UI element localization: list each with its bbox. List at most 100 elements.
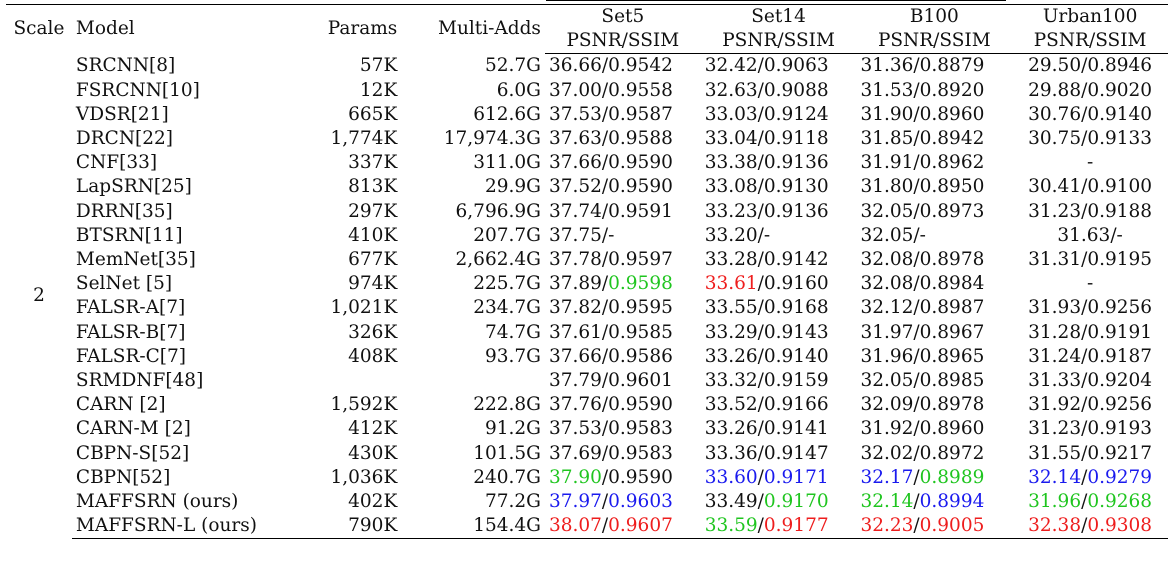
ssim-value: 0.9590 (608, 176, 673, 198)
metric-separator: / (1081, 249, 1088, 271)
ssim-value: 0.9595 (608, 297, 673, 319)
metric-cell-set5: 37.53/0.9587 (545, 103, 701, 127)
metric-separator: / (757, 418, 764, 440)
psnr-value: 31.92 (1028, 394, 1082, 416)
ssim-value: 0.9256 (1087, 297, 1153, 319)
ssim-value: 0.9597 (608, 249, 673, 271)
metric-cell-set14: 33.32/0.9159 (701, 369, 857, 393)
metric-separator: / (913, 297, 920, 319)
header-metric-row: PSNR/SSIM PSNR/SSIM PSNR/SSIM PSNR/SSIM (6, 29, 1168, 55)
metric-separator: / (601, 394, 609, 416)
ssim-value: 0.8978 (919, 394, 985, 416)
header-dataset-set14: Set14 (700, 4, 857, 30)
ssim-value: 0.8987 (919, 297, 985, 319)
results-table: Scale Model Params Multi-Adds Set5 Set14… (6, 3, 1168, 540)
results-body: 2 SRCNN[8] 57K 52.7G 36.66/0.9542 32.42/0.906… (6, 54, 1168, 540)
ssim-value: 0.8973 (919, 200, 985, 222)
multi-adds-value: 6.0G (496, 79, 541, 101)
metric-cell-b100: 32.23/0.9005 (856, 514, 1013, 540)
model-name: SRCNN[8] (75, 55, 176, 77)
metric-separator: / (913, 345, 920, 367)
header-metric: PSNR/SSIM (856, 29, 1013, 55)
ssim-value: 0.9188 (1087, 200, 1153, 222)
metric-cell-b100: 32.17/0.8989 (856, 466, 1012, 490)
psnr-value: 31.85 (860, 128, 914, 150)
metric-cell-set14: 33.26/0.9141 (701, 417, 857, 441)
ssim-value: 0.9558 (608, 79, 673, 101)
metric-cell-set5: 37.53/0.9583 (545, 417, 701, 441)
metric-separator: / (1081, 466, 1088, 488)
ssim-value: 0.9166 (763, 394, 829, 416)
ssim-value: 0.8946 (1087, 55, 1153, 77)
multi-adds-value: 234.7G (473, 297, 541, 319)
table-row: 2 SRCNN[8] 57K 52.7G 36.66/0.9542 32.42/0.906… (6, 54, 1168, 306)
psnr-value: 33.60 (704, 466, 758, 488)
metric-cell-urban100: 29.88/0.9020 (1012, 79, 1168, 103)
ssim-value: 0.9100 (1087, 176, 1153, 198)
table-row: DRRN[35] 297K 6,796.9G 37.74/0.9591 33.23/0.… (6, 200, 1168, 224)
metric-cell-set14: 33.60/0.9171 (701, 466, 857, 490)
ssim-value: 0.8984 (919, 273, 985, 295)
ssim-value: 0.8965 (919, 345, 985, 367)
psnr-value: 31.96 (860, 345, 914, 367)
header-metric: PSNR/SSIM (544, 29, 701, 55)
metric-separator: / (1081, 55, 1088, 77)
multi-adds-value (401, 369, 545, 393)
psnr-value: 31.91 (860, 152, 914, 174)
psnr-value: 37.89 (548, 273, 602, 295)
ssim-value: 0.9279 (1087, 466, 1153, 488)
header-row: Scale Model Params Multi-Adds Set5 Set14… (6, 3, 1168, 54)
psnr-value: 31.23 (1028, 200, 1082, 222)
multi-adds-value: 74.7G (484, 321, 541, 343)
metric-separator: / (913, 321, 920, 343)
metric-separator: / (757, 394, 764, 416)
ssim-value: 0.9020 (1087, 79, 1153, 101)
ssim-value: 0.9191 (1087, 321, 1153, 343)
metric-separator: / (913, 442, 920, 464)
params-value: 326K (348, 321, 398, 343)
metric-cell-set14: 33.03/0.9124 (701, 103, 857, 127)
metric-cell-set5: 37.90/0.9590 (545, 466, 701, 490)
header-params: Params (311, 3, 402, 54)
metric-cell-set14: 33.61/0.9160 (701, 272, 857, 296)
metric-cell-set5: 36.66/0.9542 (545, 54, 701, 79)
metric-separator: /- (601, 224, 615, 246)
metric-separator: / (1081, 321, 1088, 343)
header-metric: PSNR/SSIM (700, 29, 857, 55)
metric-cell-set14: 33.23/0.9136 (701, 200, 857, 224)
metric-separator: / (1081, 79, 1088, 101)
params-value: 813K (348, 176, 398, 198)
table-row: FALSR-B[7] 326K 74.7G 37.61/0.9585 33.29/0.9… (6, 321, 1168, 345)
psnr-value: 37.76 (548, 394, 602, 416)
metric-separator: - (1086, 273, 1094, 295)
psnr-value: 31.92 (860, 418, 914, 440)
metric-cell-urban100: 31.31/0.9195 (1012, 248, 1168, 272)
metric-separator: / (1081, 442, 1088, 464)
header-dataset-urban100: Urban100 (1012, 4, 1168, 30)
psnr-value: 32.38 (1028, 515, 1082, 537)
metric-cell-urban100: 31.92/0.9256 (1012, 393, 1168, 417)
psnr-value: 33.38 (704, 152, 758, 174)
metric-separator: / (913, 200, 920, 222)
metric-cell-set14: 33.49/0.9170 (701, 490, 857, 514)
ssim-value: 0.8985 (919, 370, 985, 392)
psnr-value: 32.14 (860, 491, 914, 513)
multi-adds-value: 17,974.3G (443, 128, 541, 150)
psnr-value: 30.75 (1028, 128, 1082, 150)
ssim-value: 0.8942 (919, 128, 985, 150)
model-name: SRMDNF[48] (75, 370, 204, 392)
psnr-value: 33.29 (704, 321, 758, 343)
psnr-value: 37.61 (548, 321, 602, 343)
metric-separator: / (1081, 394, 1088, 416)
metric-separator: / (913, 249, 920, 271)
psnr-value: 33.49 (704, 491, 758, 513)
psnr-value: 32.05 (860, 370, 914, 392)
metric-separator: / (913, 152, 920, 174)
ssim-value: 0.9585 (608, 321, 673, 343)
params-value: 790K (311, 514, 402, 540)
ssim-value: 0.8879 (919, 55, 985, 77)
metric-separator: / (601, 321, 609, 343)
psnr-value: 30.76 (1028, 103, 1082, 125)
psnr-value: 30.41 (1028, 176, 1082, 198)
ssim-value: 0.9142 (763, 249, 829, 271)
